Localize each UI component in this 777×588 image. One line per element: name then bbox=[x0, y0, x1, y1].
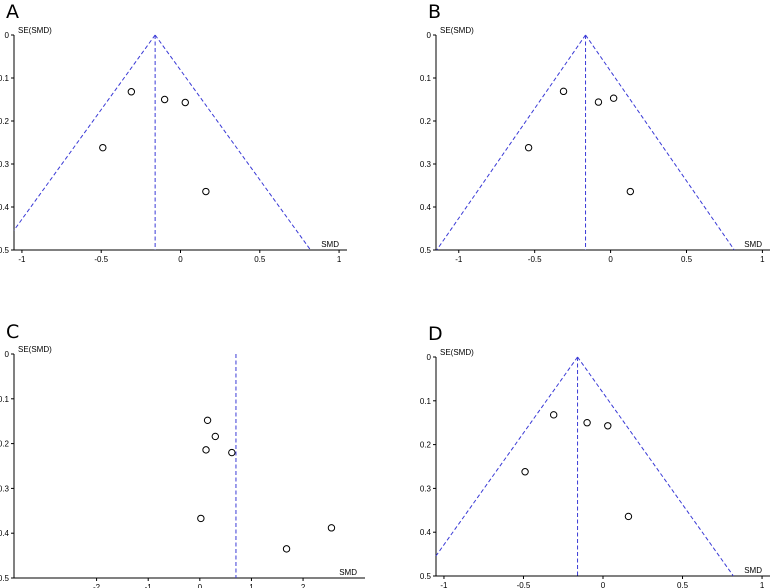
y-axis-label: SE(SMD) bbox=[440, 26, 474, 35]
y-tick-label: 0.1 bbox=[0, 74, 10, 83]
study-point bbox=[127, 88, 136, 96]
y-tick-label: 0.5 bbox=[420, 572, 432, 581]
y-tick-label: 0.1 bbox=[420, 397, 432, 406]
funnel-right-boundary bbox=[585, 34, 735, 251]
y-tick-label: 0.4 bbox=[0, 529, 10, 538]
study-point bbox=[521, 468, 529, 476]
funnel-plot-panel-b: B 0 0.1 0.2 0.3 0.4 0.5 -1 -0.5 0 0.5 1 SE(SMD) SMD bbox=[420, 1, 770, 264]
y-tick-label: 0 bbox=[427, 31, 432, 40]
x-axis-label: SMD bbox=[339, 568, 357, 577]
x-axis-label: SMD bbox=[744, 566, 762, 575]
y-tick-label: 0.2 bbox=[0, 440, 10, 449]
x-tick-label: 0 bbox=[198, 583, 203, 588]
study-point bbox=[609, 94, 618, 102]
y-tick-label: 0.1 bbox=[0, 395, 10, 404]
y-tick-label: 0.2 bbox=[420, 441, 432, 450]
study-point bbox=[583, 419, 591, 427]
study-point bbox=[211, 432, 220, 441]
study-point bbox=[202, 446, 210, 454]
y-tick-label: 0.1 bbox=[420, 74, 432, 83]
y-tick-label: 0.3 bbox=[0, 160, 10, 169]
funnel-plot-panel-c: C 0 0.1 0.2 0.3 0.4 0.5 -2 -1 0 1 2 SE(SMD) SMD bbox=[0, 321, 365, 588]
study-point bbox=[626, 187, 635, 196]
x-tick-label: -1 bbox=[440, 581, 448, 588]
x-tick-label: -0.5 bbox=[517, 581, 531, 588]
x-tick-label: -0.5 bbox=[94, 255, 108, 264]
panel-letter: B bbox=[428, 1, 441, 23]
x-tick-label: 1 bbox=[760, 255, 765, 264]
funnel-plot-panel-d: D 0 0.1 0.2 0.3 0.4 0.5 -1 -0.5 0 0.5 1 SE(SMD) SMD bbox=[420, 323, 770, 588]
y-tick-label: 0.2 bbox=[420, 117, 432, 126]
funnel-right-boundary bbox=[154, 34, 311, 251]
study-point bbox=[594, 98, 603, 106]
study-point bbox=[624, 512, 633, 521]
y-tick-label: 0.5 bbox=[0, 246, 10, 255]
x-tick-label: -1 bbox=[455, 255, 463, 264]
y-tick-label: 0.5 bbox=[420, 246, 432, 255]
study-point bbox=[327, 524, 336, 532]
y-tick-label: 0.3 bbox=[0, 484, 10, 493]
y-tick-label: 0 bbox=[5, 31, 10, 40]
y-tick-label: 0.5 bbox=[0, 574, 10, 583]
study-point bbox=[559, 87, 568, 96]
study-point bbox=[181, 98, 189, 107]
y-tick-label: 0.3 bbox=[420, 160, 432, 169]
y-tick-label: 0.4 bbox=[420, 528, 432, 537]
funnel-plot-panel-a: A 0 0.1 0.2 0.3 0.4 0.5 -1 -0.5 0 0.5 1 SE(SMD) SMD bbox=[0, 1, 347, 264]
funnel-left-boundary bbox=[13, 34, 156, 231]
y-tick-label: 0.3 bbox=[420, 484, 432, 493]
x-tick-label: -0.5 bbox=[528, 255, 542, 264]
y-tick-label: 0.4 bbox=[0, 203, 10, 212]
x-tick-label: 0 bbox=[601, 581, 606, 588]
x-tick-label: 1 bbox=[337, 255, 342, 264]
y-tick-label: 0 bbox=[5, 350, 10, 359]
panel-letter: D bbox=[428, 323, 443, 345]
y-tick-label: 0 bbox=[427, 353, 432, 362]
study-point bbox=[197, 514, 205, 523]
x-tick-label: 0 bbox=[608, 255, 613, 264]
x-axis-label: SMD bbox=[321, 240, 339, 249]
study-point bbox=[203, 416, 212, 425]
x-tick-label: 0.5 bbox=[681, 255, 693, 264]
x-tick-label: 1 bbox=[249, 583, 254, 588]
x-tick-label: 1 bbox=[760, 581, 765, 588]
x-tick-label: -1 bbox=[145, 583, 153, 588]
y-tick-label: 0.4 bbox=[420, 203, 432, 212]
funnel-right-boundary bbox=[577, 356, 734, 577]
y-axis-label: SE(SMD) bbox=[18, 26, 52, 35]
x-tick-label: 0 bbox=[178, 255, 183, 264]
study-point bbox=[202, 187, 210, 196]
study-point bbox=[524, 143, 533, 152]
panel-letter: A bbox=[6, 1, 19, 23]
study-point bbox=[99, 143, 107, 152]
x-tick-label: 2 bbox=[301, 583, 306, 588]
study-point bbox=[228, 448, 236, 457]
panel-letter: C bbox=[6, 321, 19, 343]
x-tick-label: 0.5 bbox=[254, 255, 266, 264]
study-point bbox=[282, 545, 291, 553]
x-tick-label: -1 bbox=[18, 255, 26, 264]
study-point bbox=[160, 95, 169, 104]
funnel-left-boundary bbox=[435, 356, 578, 557]
y-axis-label: SE(SMD) bbox=[440, 348, 474, 357]
study-point bbox=[604, 422, 612, 430]
y-axis-label: SE(SMD) bbox=[18, 345, 52, 354]
y-tick-label: 0.2 bbox=[0, 117, 10, 126]
funnel-left-boundary bbox=[436, 34, 586, 251]
study-point bbox=[549, 411, 558, 419]
x-tick-label: 0.5 bbox=[677, 581, 689, 588]
x-axis-label: SMD bbox=[744, 240, 762, 249]
x-tick-label: -2 bbox=[93, 583, 101, 588]
